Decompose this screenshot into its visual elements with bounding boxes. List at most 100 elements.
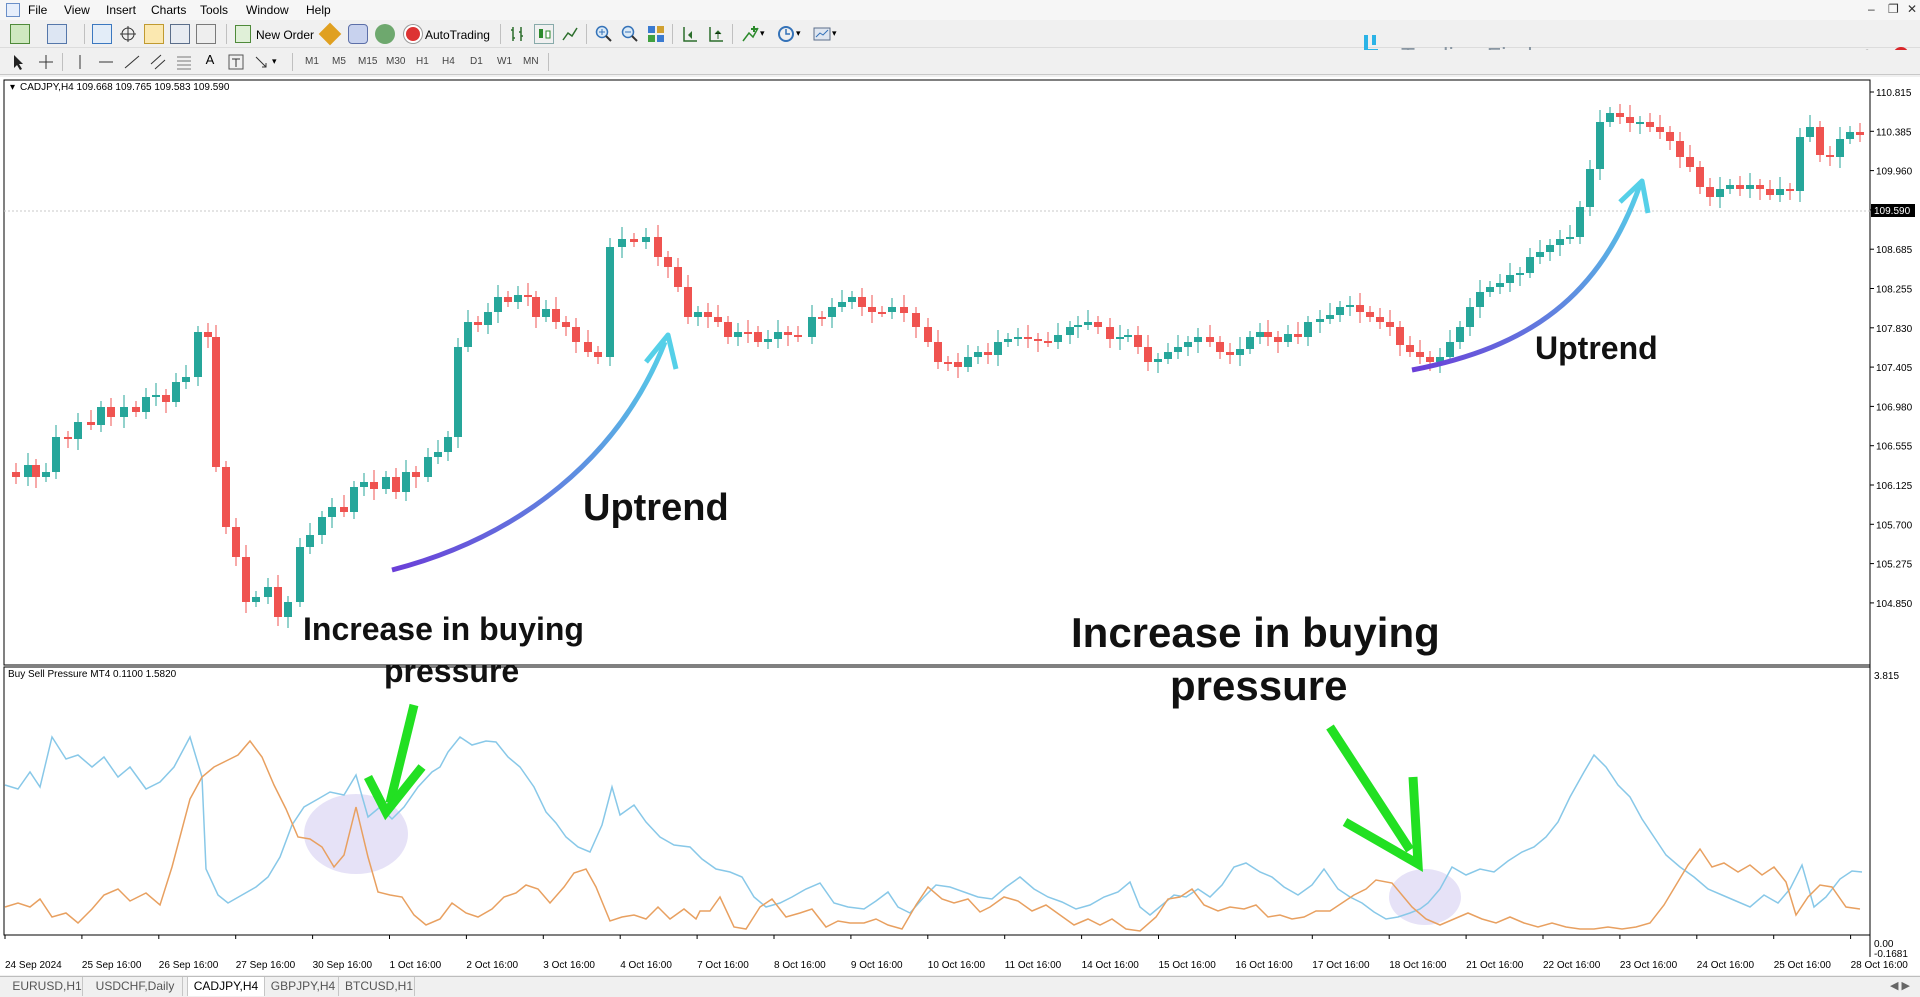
menu-tools[interactable]: Tools (200, 3, 229, 17)
candle-body (1184, 342, 1192, 347)
candle-body (328, 507, 336, 517)
timeframe-h1[interactable]: H1 (416, 56, 429, 67)
zoom-out-icon[interactable] (620, 24, 640, 44)
indicators-dropdown-icon[interactable]: ▾ (760, 28, 765, 38)
timeframe-w1[interactable]: W1 (497, 56, 512, 67)
arrows-icon[interactable] (252, 52, 272, 72)
chart-shift-icon[interactable] (706, 24, 726, 44)
timeframe-m30[interactable]: M30 (386, 56, 406, 67)
new-chart-icon[interactable] (10, 24, 30, 44)
candle-body (552, 309, 560, 322)
candle-body (142, 397, 150, 412)
candle-body (1626, 117, 1634, 123)
candle-body (162, 395, 170, 402)
candle-body (107, 407, 115, 417)
timeframe-m15[interactable]: M15 (358, 56, 378, 67)
autotrading-icon[interactable] (404, 25, 422, 43)
trendline-icon[interactable] (122, 52, 142, 72)
vertical-line-icon[interactable] (70, 52, 90, 72)
menu-window[interactable]: Window (246, 3, 289, 17)
crosshair-icon[interactable] (118, 24, 138, 44)
candle-body (1776, 189, 1784, 195)
timeframe-h4[interactable]: H4 (442, 56, 455, 67)
candle-body (87, 422, 95, 425)
periods-dropdown-icon[interactable]: ▾ (796, 28, 801, 38)
candle-body (704, 312, 712, 317)
tab-scroll-arrows-icon[interactable]: ◀ ▶ (1890, 980, 1910, 992)
candle-body (1304, 322, 1312, 337)
timeframe-m5[interactable]: M5 (332, 56, 346, 67)
globe-icon[interactable] (375, 24, 395, 44)
periods-icon[interactable] (776, 24, 796, 44)
restore-icon[interactable]: ❐ (1888, 2, 1899, 16)
menu-insert[interactable]: Insert (106, 3, 137, 17)
candle-body (1346, 305, 1354, 307)
price-tick-label: 106.555 (1876, 442, 1913, 453)
close-icon[interactable]: ✕ (1907, 2, 1918, 16)
text-icon[interactable]: A (205, 52, 215, 67)
timeframe-mn[interactable]: MN (523, 56, 539, 67)
minimize-icon[interactable]: – (1868, 2, 1875, 16)
templates-dropdown-icon[interactable]: ▾ (832, 28, 837, 38)
horizontal-line-icon[interactable] (96, 52, 116, 72)
metaeditor-icon[interactable] (318, 22, 342, 46)
chart-tabs: EURUSD,H1 USDCHF,Daily CADJPY,H4 GBPJPY,… (0, 976, 1920, 997)
market-watch-icon[interactable] (92, 24, 112, 44)
navigator-icon[interactable] (144, 24, 164, 44)
candle-body (1596, 122, 1604, 169)
bar-chart-icon[interactable] (508, 24, 528, 44)
drawing-toolbar: A ▾ M1 M5 M15 M30 H1 H4 D1 W1 MN (0, 50, 1920, 75)
templates-icon[interactable] (812, 24, 832, 44)
indicators-icon[interactable] (740, 24, 760, 44)
candle-body (1174, 347, 1182, 352)
tester-icon[interactable] (196, 24, 216, 44)
arrows-dropdown-icon[interactable]: ▾ (272, 56, 277, 66)
candle-body (64, 437, 72, 439)
candle-body (1206, 337, 1214, 342)
tab-usdchf-daily[interactable]: USDCHF,Daily (88, 977, 183, 996)
time-tick-label: 30 Sep 16:00 (313, 960, 373, 971)
autotrading-button[interactable]: AutoTrading (425, 28, 490, 42)
candle-body (132, 407, 140, 412)
menu-charts[interactable]: Charts (151, 3, 187, 17)
time-tick-label: 10 Oct 16:00 (928, 960, 986, 971)
crosshair-tool-icon[interactable] (36, 52, 56, 72)
time-tick-label: 17 Oct 16:00 (1312, 960, 1370, 971)
candle-body (1636, 122, 1644, 124)
line-chart-icon[interactable] (560, 24, 580, 44)
tab-btcusd-h1[interactable]: BTCUSD,H1 (344, 977, 415, 996)
timeframe-d1[interactable]: D1 (470, 56, 483, 67)
candle-body (412, 472, 420, 477)
tile-windows-icon[interactable] (646, 24, 666, 44)
cursor-icon[interactable] (8, 52, 28, 72)
tab-gbpjpy-h4[interactable]: GBPJPY,H4 (268, 977, 339, 996)
symbol-dropdown-icon[interactable]: ▾ (10, 82, 15, 93)
candle-body (1264, 332, 1272, 337)
candle-body (424, 457, 432, 477)
tab-cadjpy-h4[interactable]: CADJPY,H4 (187, 977, 265, 996)
candle-body (900, 307, 908, 313)
menu-file[interactable]: File (28, 3, 48, 17)
text-label-icon[interactable] (226, 52, 246, 72)
menu-view[interactable]: View (64, 3, 90, 17)
time-tick-label: 16 Oct 16:00 (1235, 960, 1293, 971)
signals-icon[interactable] (348, 24, 368, 44)
new-order-icon[interactable] (235, 25, 251, 43)
candle-body (1034, 339, 1042, 341)
candle-body (618, 239, 626, 247)
candle-body (1726, 185, 1734, 189)
chart-window[interactable]: ▾ CADJPY,H4 109.668 109.765 109.583 109.… (0, 77, 1920, 975)
chart-canvas[interactable]: ▾ CADJPY,H4 109.668 109.765 109.583 109.… (0, 77, 1920, 975)
autoscroll-icon[interactable] (680, 24, 700, 44)
menu-help[interactable]: Help (306, 3, 331, 17)
profiles-icon[interactable] (47, 24, 67, 44)
channel-icon[interactable] (148, 52, 168, 72)
terminal-icon[interactable] (170, 24, 190, 44)
app-icon (6, 3, 20, 17)
fibonacci-icon[interactable] (174, 52, 194, 72)
timeframe-m1[interactable]: M1 (305, 56, 319, 67)
new-order-button[interactable]: New Order (256, 28, 315, 42)
candle-chart-icon[interactable] (534, 24, 554, 44)
zoom-in-icon[interactable] (594, 24, 614, 44)
tab-eurusd-h1[interactable]: EURUSD,H1 (12, 977, 83, 996)
